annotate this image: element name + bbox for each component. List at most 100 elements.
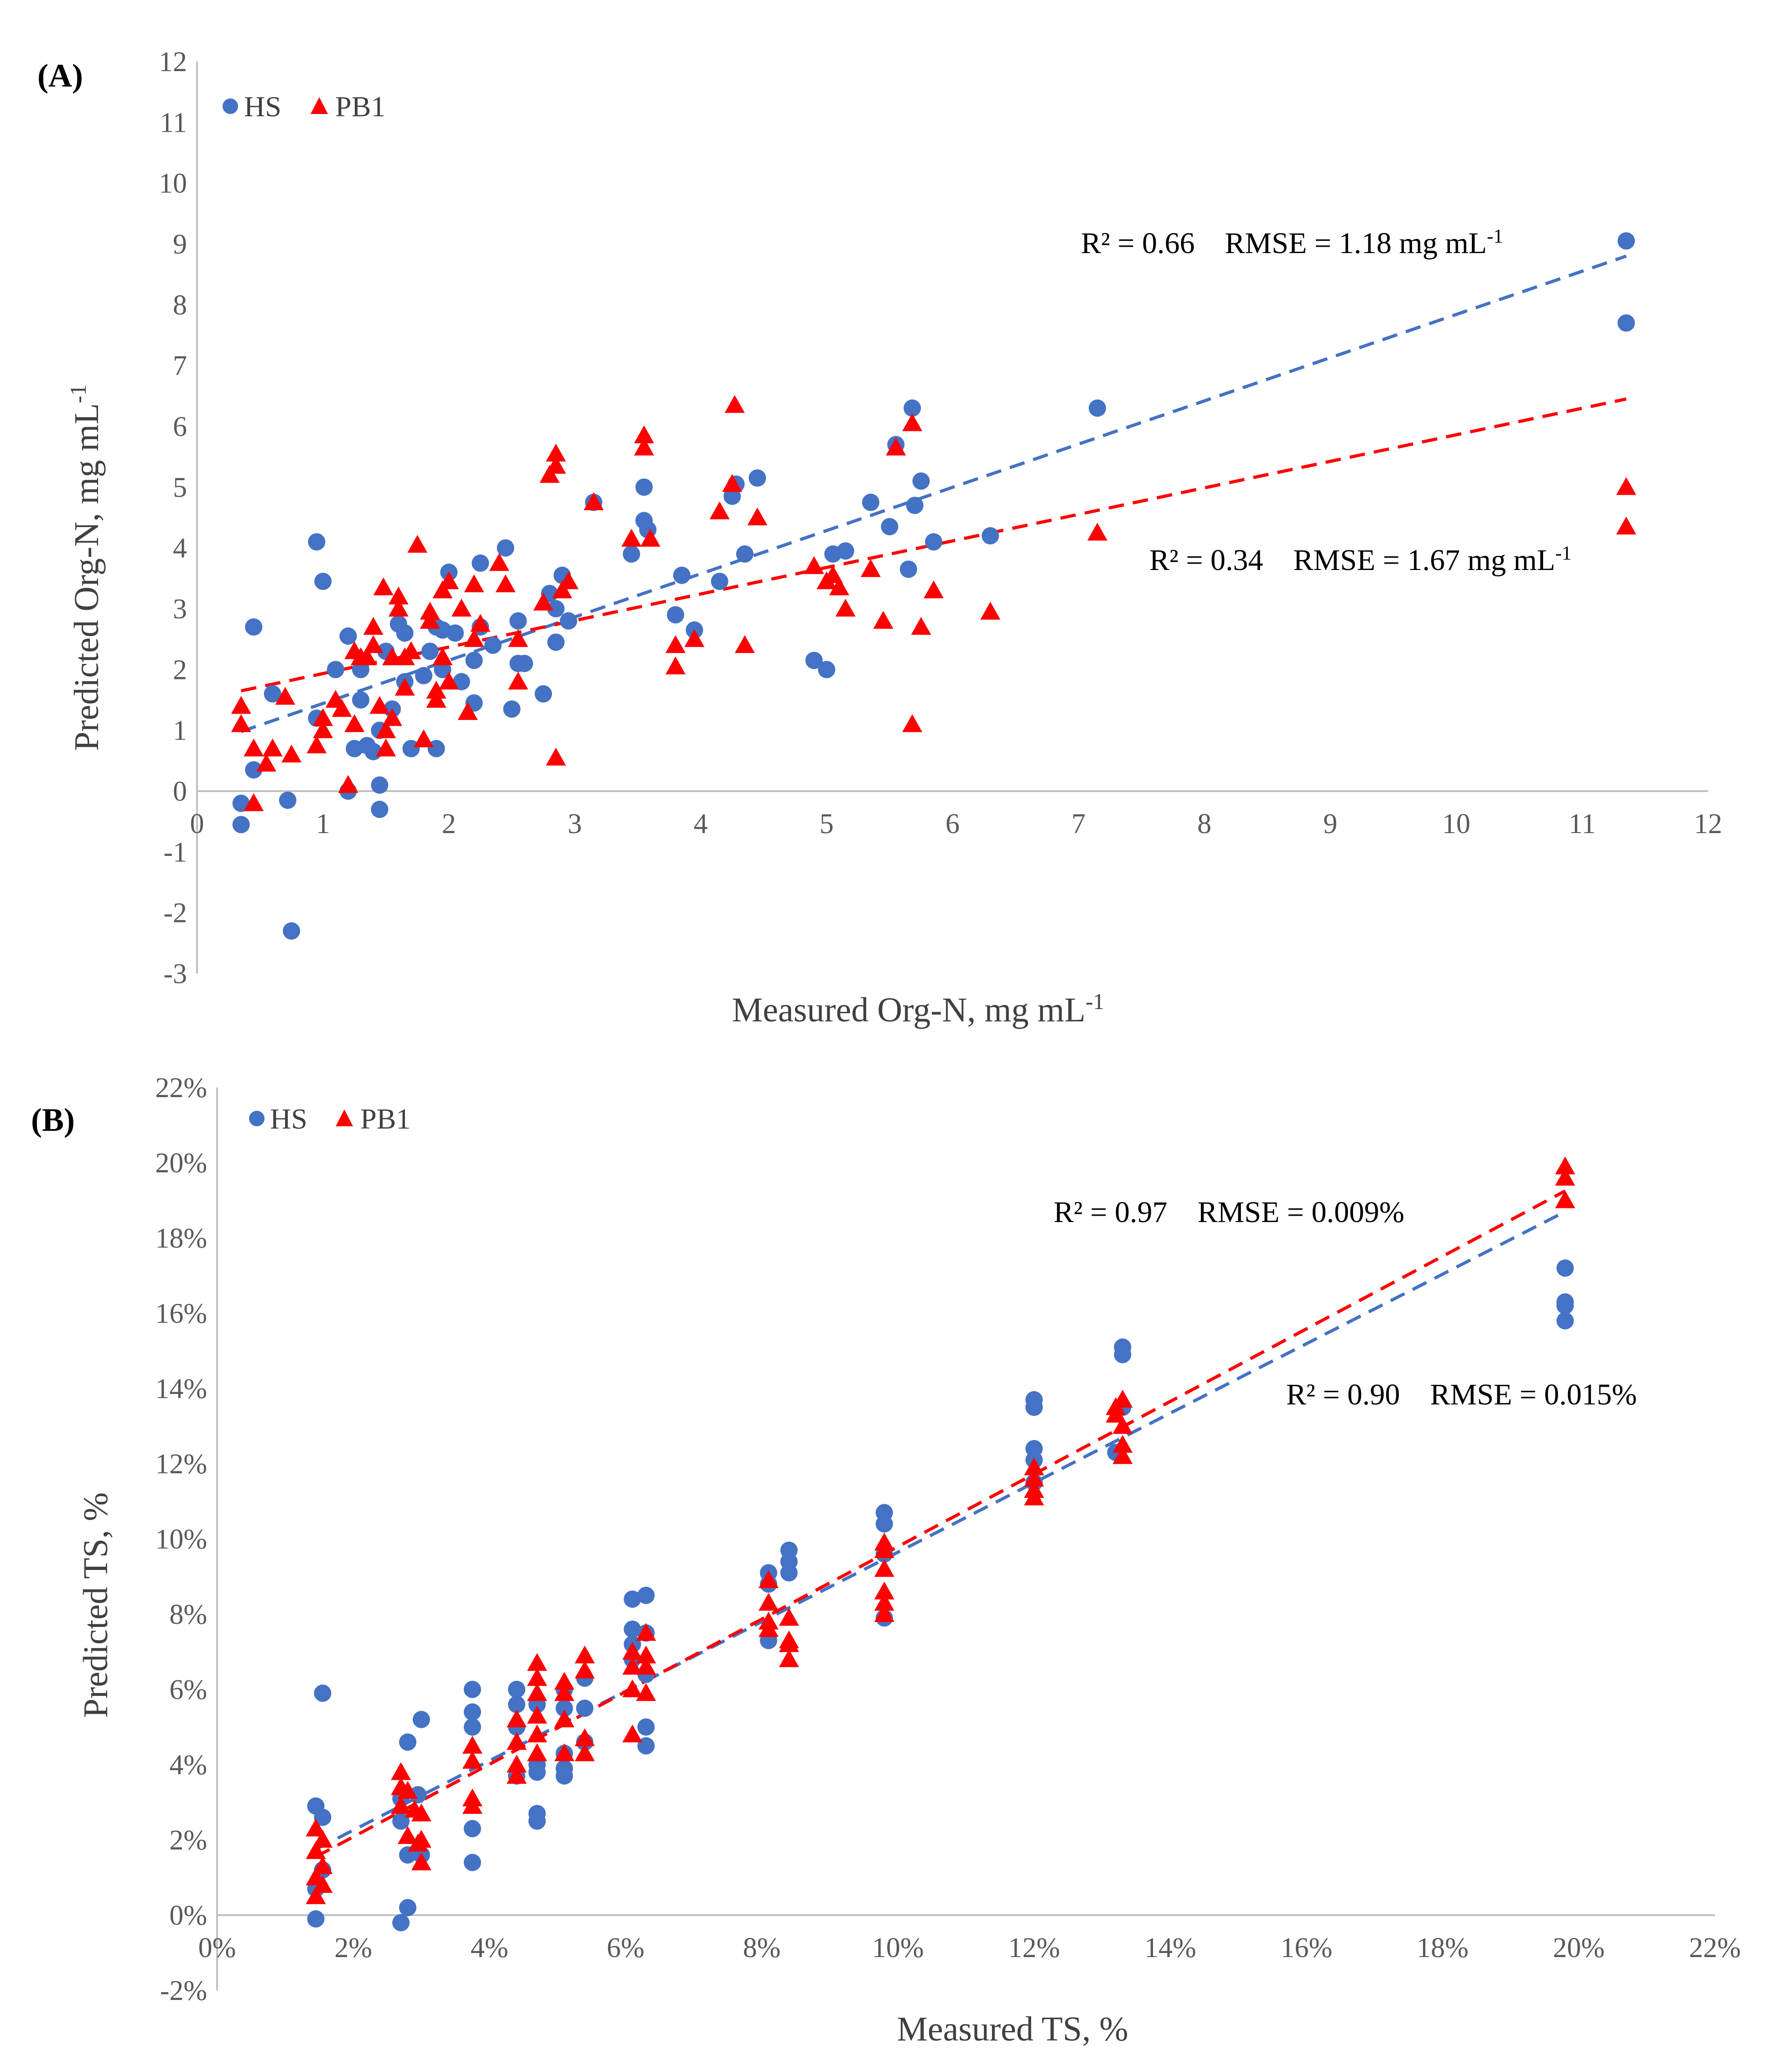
point-pb1 [397, 1826, 418, 1844]
y-tick-label: -2 [163, 898, 187, 929]
point-pb1 [747, 508, 768, 526]
point-pb1 [244, 793, 264, 811]
point-pb1 [636, 1623, 656, 1641]
point-pb1 [506, 1732, 527, 1750]
point-pb1 [231, 696, 251, 714]
annotation-pb1-stats: R² = 0.97 RMSE = 0.009% [1054, 1196, 1404, 1229]
point-hs [245, 618, 263, 636]
point-pb1 [313, 720, 333, 738]
point-pb1 [464, 574, 484, 592]
point-pb1 [489, 553, 509, 571]
point-pb1 [622, 1725, 643, 1743]
y-tick-label: 22% [155, 1072, 207, 1103]
point-pb1 [432, 580, 453, 599]
y-tick-label: 1 [173, 715, 187, 746]
point-pb1 [874, 1540, 894, 1558]
point-pb1 [363, 617, 384, 635]
point-pb1 [902, 714, 923, 732]
point-pb1 [462, 1735, 483, 1754]
y-tick-label: 8 [173, 290, 187, 321]
point-pb1 [256, 754, 276, 772]
point-pb1 [275, 687, 296, 705]
point-pb1 [495, 574, 516, 592]
point-hs [736, 545, 753, 563]
x-tick-label: 8 [1197, 808, 1211, 839]
point-pb1 [980, 601, 1001, 620]
point-hs [307, 1910, 325, 1928]
x-tick-label: 10% [872, 1932, 924, 1963]
panel-a-points [231, 232, 1636, 940]
point-hs [560, 612, 577, 630]
point-pb1 [758, 1619, 779, 1637]
point-hs [881, 518, 899, 535]
point-pb1 [575, 1645, 595, 1663]
point-pb1 [758, 1570, 779, 1588]
point-pb1 [376, 720, 396, 738]
point-pb1 [413, 729, 434, 747]
point-pb1 [312, 1875, 333, 1893]
point-pb1 [558, 571, 579, 590]
point-pb1 [758, 1593, 779, 1611]
y-tick-label: 8% [169, 1599, 207, 1630]
point-hs [1025, 1399, 1043, 1416]
point-pb1 [823, 565, 843, 583]
point-pb1 [1616, 477, 1636, 495]
panel-b-x-axis-title: Measured TS, % [897, 2010, 1128, 2048]
point-hs [556, 1699, 573, 1717]
x-tick-label: 4 [694, 808, 708, 839]
panel-b-label: (B) [31, 1102, 75, 1138]
x-tick-label: 20% [1553, 1932, 1605, 1963]
point-pb1 [439, 571, 459, 590]
point-pb1 [313, 708, 333, 726]
x-tick-label: 7 [1071, 808, 1086, 839]
point-pb1 [432, 647, 453, 665]
point-hs [409, 1786, 427, 1803]
trendline-hs [240, 254, 1627, 733]
point-pb1 [506, 1709, 527, 1728]
point-pb1 [244, 738, 264, 756]
y-tick-label: -3 [163, 958, 187, 989]
point-pb1 [874, 1593, 894, 1611]
point-hs [463, 1820, 481, 1838]
point-hs [673, 566, 691, 584]
point-hs [503, 700, 521, 718]
point-pb1 [1555, 1168, 1575, 1186]
x-tick-label: 3 [568, 808, 582, 839]
point-hs [412, 1711, 430, 1728]
x-tick-label: 4% [471, 1932, 509, 1963]
point-hs [862, 493, 880, 511]
point-pb1 [874, 1581, 894, 1600]
point-pb1 [231, 714, 251, 732]
point-hs [875, 1515, 893, 1533]
point-pb1 [332, 699, 352, 717]
x-tick-label: 2 [442, 808, 456, 839]
point-pb1 [508, 672, 529, 690]
point-pb1 [554, 1743, 575, 1761]
point-pb1 [306, 1841, 326, 1859]
point-hs [906, 497, 924, 514]
point-pb1 [411, 1830, 431, 1848]
point-hs [623, 545, 640, 563]
y-tick-label: 16% [155, 1298, 207, 1329]
point-hs [327, 661, 344, 679]
point-pb1 [527, 1668, 547, 1686]
point-pb1 [1112, 1446, 1133, 1464]
panel-b-trendlines [315, 1189, 1566, 1859]
point-hs [556, 1767, 573, 1785]
point-pb1 [554, 1709, 575, 1728]
point-pb1 [552, 580, 572, 599]
point-hs [463, 1718, 481, 1736]
point-pb1 [373, 577, 394, 596]
point-pb1 [369, 696, 390, 714]
point-pb1 [1024, 1469, 1044, 1487]
legend-pb1-marker [311, 97, 328, 114]
point-hs [314, 573, 332, 590]
point-hs [399, 1899, 416, 1917]
point-pb1 [835, 599, 856, 617]
point-pb1 [426, 681, 447, 699]
point-pb1 [583, 492, 604, 510]
point-hs [465, 652, 483, 669]
point-hs [711, 573, 728, 590]
point-pb1 [1112, 1435, 1133, 1453]
point-pb1 [1024, 1457, 1044, 1476]
